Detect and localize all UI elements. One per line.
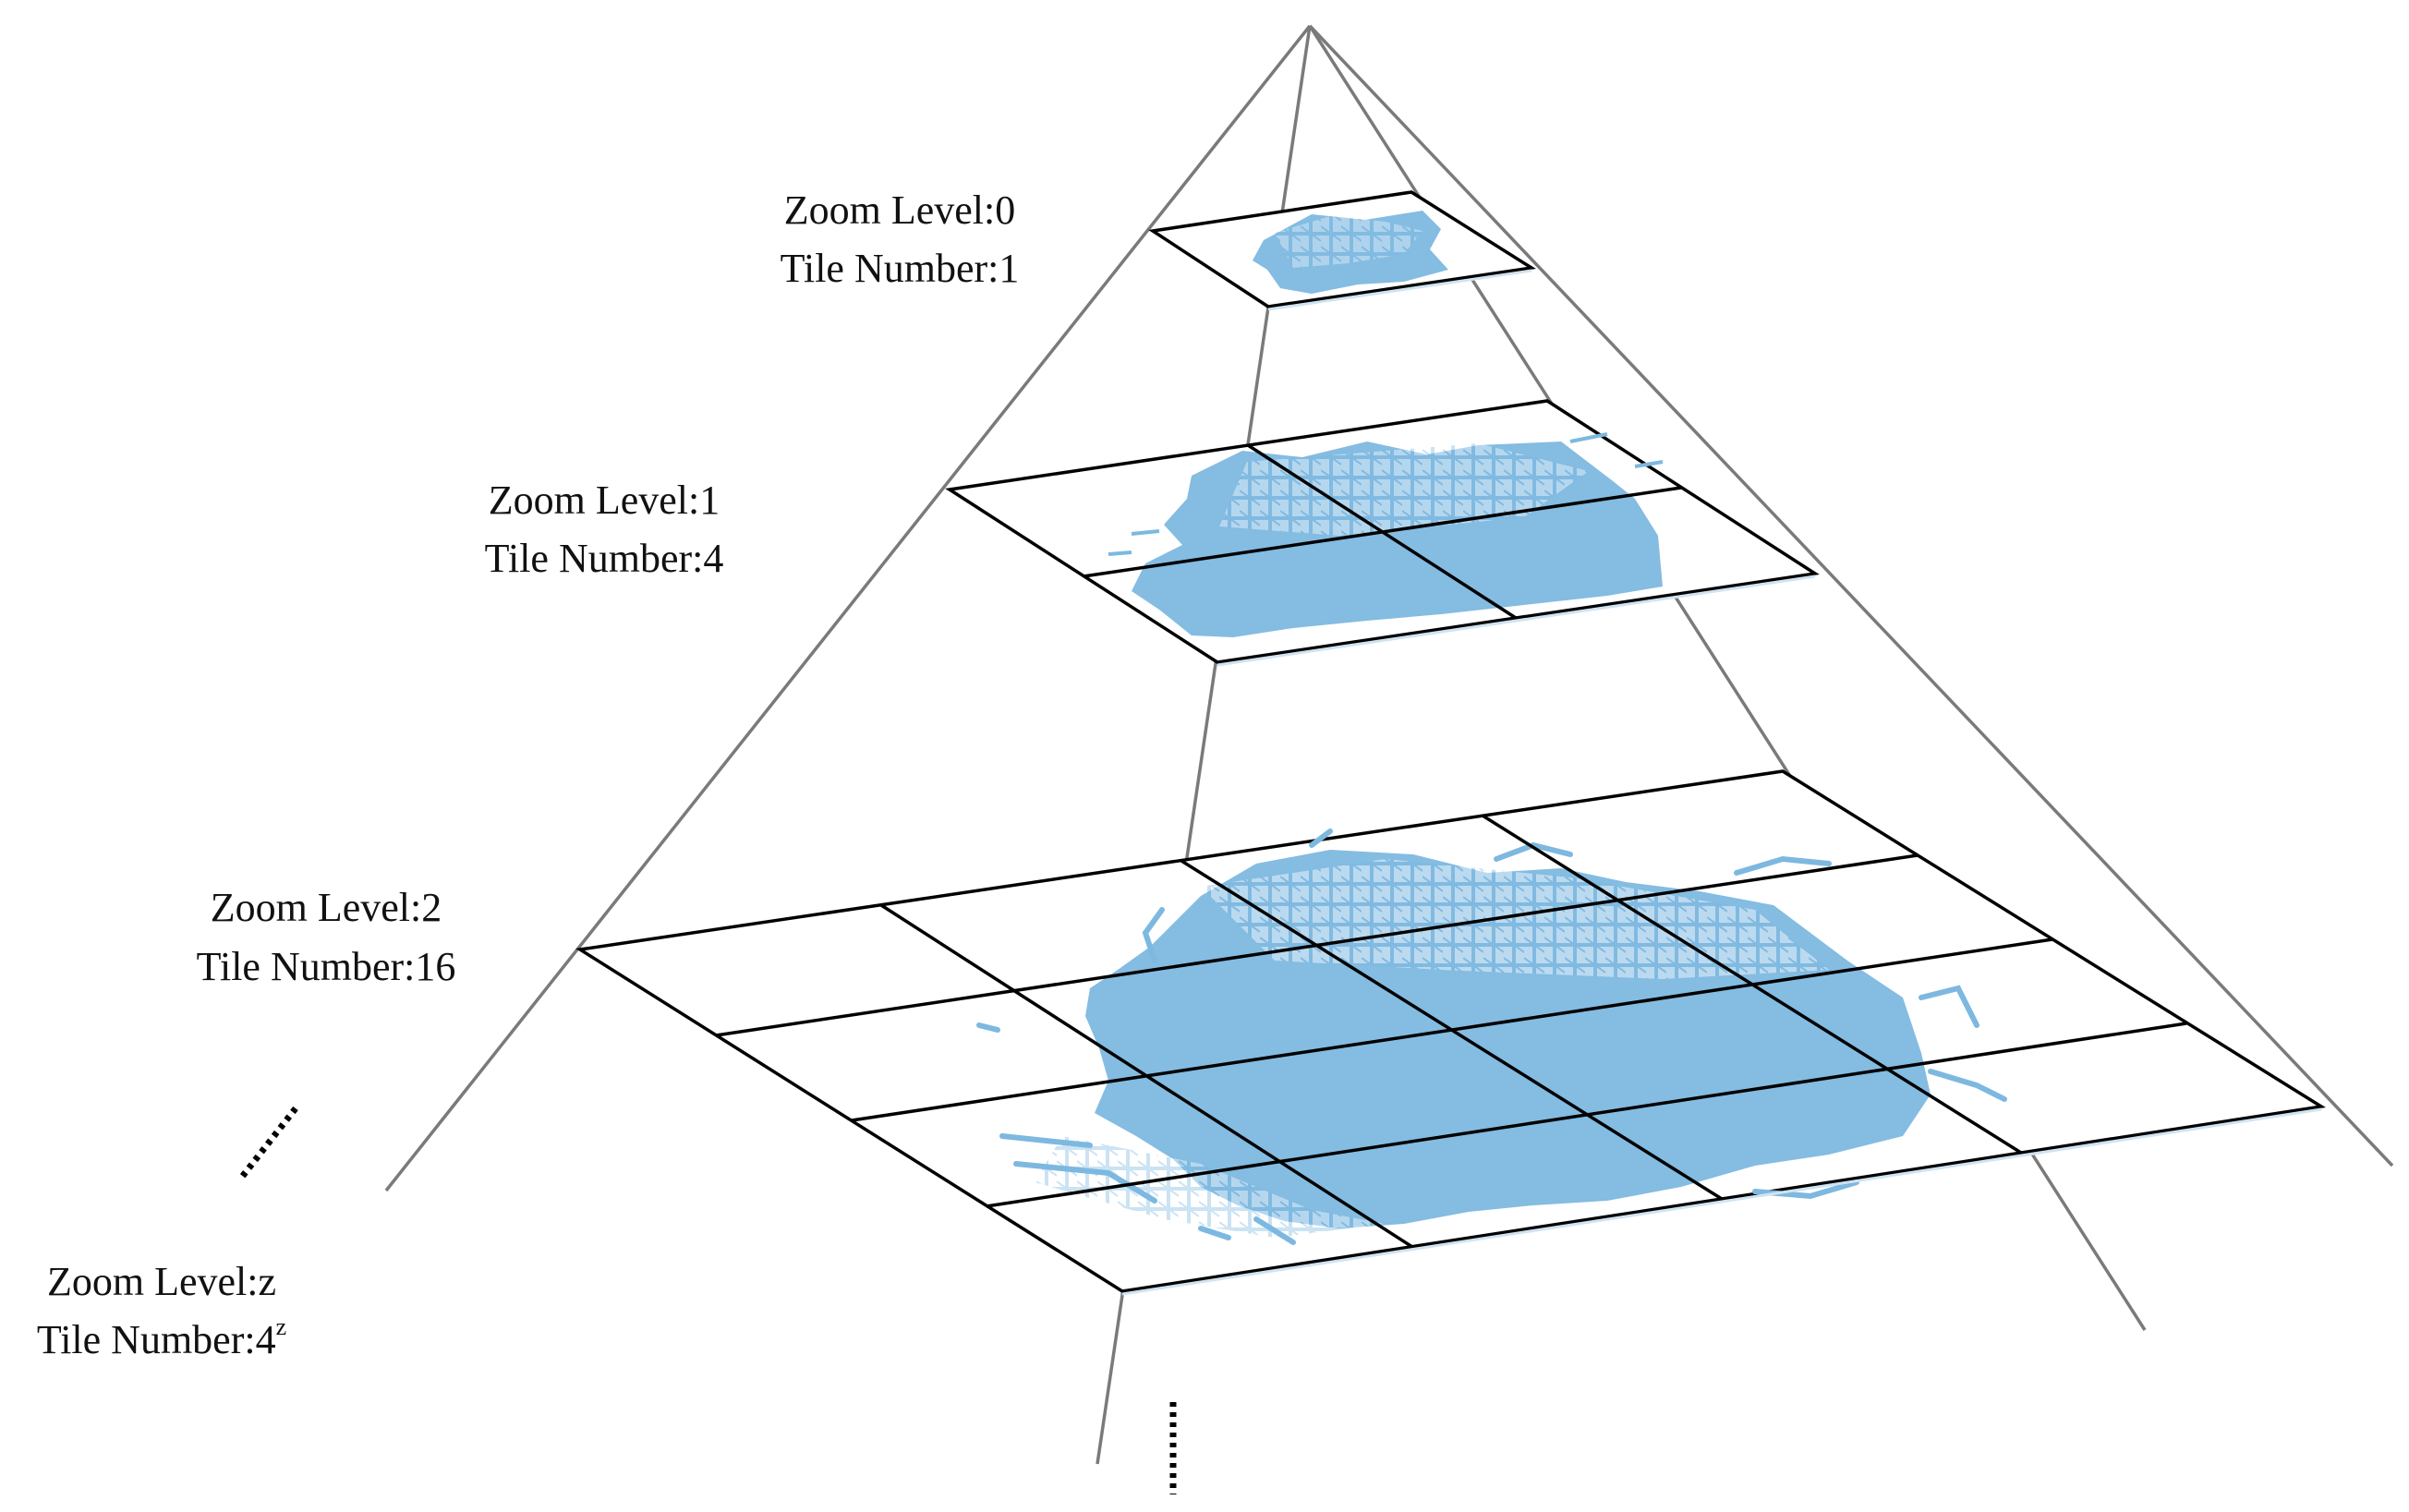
zoom-level-label: Zoom Level:z: [47, 1259, 276, 1304]
level-label-0: Zoom Level:0 Tile Number:1: [781, 187, 1020, 291]
tile-plane-level-1: [945, 399, 1820, 667]
tile-grid-line: [1083, 486, 1682, 578]
tile-grid-line: [715, 853, 1919, 1037]
map-road-fragments: [976, 829, 2007, 1245]
tile-number-label: Tile Number:4: [485, 536, 724, 581]
map-coverage-texture: [1035, 1136, 1386, 1238]
tile-grid-line: [986, 1022, 2187, 1208]
tile-edge-shade: [1217, 575, 1816, 667]
zoom-level-label: Zoom Level:2: [211, 885, 442, 930]
ellipsis-diagonal: [236, 1106, 298, 1183]
level-label-2: Zoom Level:2 Tile Number:16: [197, 885, 456, 989]
tile-number-text: Tile Number:4: [37, 1317, 276, 1362]
pyramid-edge-left: [384, 24, 1312, 1192]
level-label-1: Zoom Level:1 Tile Number:4: [485, 478, 724, 581]
map-coverage-texture: [1275, 216, 1422, 268]
tile-edge-shade: [1121, 1107, 2322, 1296]
tile-number-label: Tile Number:16: [197, 944, 456, 989]
tile-plane-level-2: [575, 769, 2326, 1296]
map-coverage-texture: [1201, 859, 1829, 979]
tile-number-label: Tile Number:4z: [37, 1313, 286, 1362]
zoom-level-label: Zoom Level:0: [784, 187, 1016, 233]
zoom-level-label: Zoom Level:1: [489, 478, 720, 523]
tile-grid-line: [851, 937, 2053, 1122]
pyramid-edge-right: [1308, 24, 2394, 1167]
tile-plane-level-0: [1148, 190, 1536, 311]
level-label-z: Zoom Level:z Tile Number:4z: [37, 1259, 286, 1362]
tile-number-label: Tile Number:1: [781, 246, 1020, 291]
map-coverage-texture: [1219, 443, 1589, 536]
tile-number-exponent: z: [276, 1313, 287, 1340]
map-road-fragments: [1108, 432, 1664, 556]
tile-edge-shade: [1267, 269, 1532, 311]
